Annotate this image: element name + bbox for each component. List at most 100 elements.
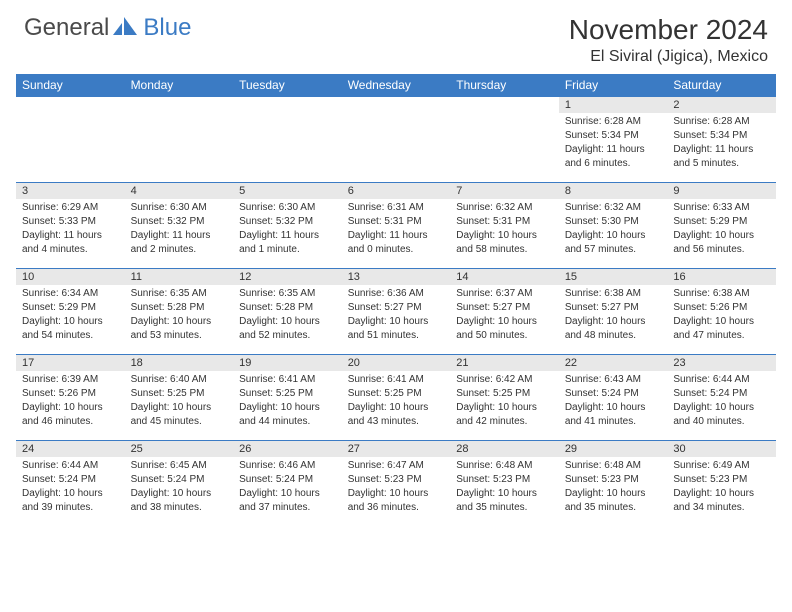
calendar-cell: 4Sunrise: 6:30 AMSunset: 5:32 PMDaylight… — [125, 183, 234, 269]
calendar-week: 1Sunrise: 6:28 AMSunset: 5:34 PMDaylight… — [16, 97, 776, 183]
day-number: 23 — [667, 355, 776, 371]
daylight-text: Daylight: 10 hours and 41 minutes. — [565, 401, 662, 429]
day-number: 1 — [559, 97, 668, 113]
daylight-text: Daylight: 11 hours and 5 minutes. — [673, 143, 770, 171]
sunset-text: Sunset: 5:23 PM — [673, 473, 770, 487]
calendar-cell: 19Sunrise: 6:41 AMSunset: 5:25 PMDayligh… — [233, 355, 342, 441]
calendar-cell: 14Sunrise: 6:37 AMSunset: 5:27 PMDayligh… — [450, 269, 559, 355]
calendar-cell: 25Sunrise: 6:45 AMSunset: 5:24 PMDayligh… — [125, 441, 234, 527]
calendar-cell: 16Sunrise: 6:38 AMSunset: 5:26 PMDayligh… — [667, 269, 776, 355]
daylight-text: Daylight: 10 hours and 54 minutes. — [22, 315, 119, 343]
day-number: 29 — [559, 441, 668, 457]
day-number: 28 — [450, 441, 559, 457]
day-number: 8 — [559, 183, 668, 199]
calendar-cell — [450, 97, 559, 183]
sunset-text: Sunset: 5:30 PM — [565, 215, 662, 229]
sunset-text: Sunset: 5:27 PM — [456, 301, 553, 315]
weekday-header: Saturday — [667, 74, 776, 97]
day-number: 11 — [125, 269, 234, 285]
sunrise-text: Sunrise: 6:35 AM — [239, 287, 336, 301]
daylight-text: Daylight: 10 hours and 51 minutes. — [348, 315, 445, 343]
day-body: Sunrise: 6:35 AMSunset: 5:28 PMDaylight:… — [233, 285, 342, 347]
calendar-cell: 18Sunrise: 6:40 AMSunset: 5:25 PMDayligh… — [125, 355, 234, 441]
weekday-header-row: SundayMondayTuesdayWednesdayThursdayFrid… — [16, 74, 776, 97]
day-number: 21 — [450, 355, 559, 371]
sunset-text: Sunset: 5:23 PM — [348, 473, 445, 487]
day-number: 13 — [342, 269, 451, 285]
calendar-cell: 28Sunrise: 6:48 AMSunset: 5:23 PMDayligh… — [450, 441, 559, 527]
calendar-cell: 9Sunrise: 6:33 AMSunset: 5:29 PMDaylight… — [667, 183, 776, 269]
calendar-cell: 20Sunrise: 6:41 AMSunset: 5:25 PMDayligh… — [342, 355, 451, 441]
logo-text-general: General — [24, 14, 109, 42]
day-number: 25 — [125, 441, 234, 457]
header: General Blue November 2024 El Siviral (J… — [0, 0, 792, 74]
day-number: 12 — [233, 269, 342, 285]
sunset-text: Sunset: 5:27 PM — [565, 301, 662, 315]
sunset-text: Sunset: 5:24 PM — [673, 387, 770, 401]
daylight-text: Daylight: 10 hours and 38 minutes. — [131, 487, 228, 515]
sunrise-text: Sunrise: 6:28 AM — [565, 115, 662, 129]
daylight-text: Daylight: 10 hours and 40 minutes. — [673, 401, 770, 429]
calendar-cell: 8Sunrise: 6:32 AMSunset: 5:30 PMDaylight… — [559, 183, 668, 269]
sunrise-text: Sunrise: 6:32 AM — [456, 201, 553, 215]
daylight-text: Daylight: 10 hours and 45 minutes. — [131, 401, 228, 429]
sunset-text: Sunset: 5:24 PM — [22, 473, 119, 487]
sunset-text: Sunset: 5:25 PM — [348, 387, 445, 401]
calendar-cell: 11Sunrise: 6:35 AMSunset: 5:28 PMDayligh… — [125, 269, 234, 355]
weekday-header: Tuesday — [233, 74, 342, 97]
sunset-text: Sunset: 5:27 PM — [348, 301, 445, 315]
sunset-text: Sunset: 5:32 PM — [239, 215, 336, 229]
logo-sail-icon — [113, 15, 141, 35]
day-number: 22 — [559, 355, 668, 371]
daylight-text: Daylight: 10 hours and 58 minutes. — [456, 229, 553, 257]
sunrise-text: Sunrise: 6:49 AM — [673, 459, 770, 473]
sunrise-text: Sunrise: 6:39 AM — [22, 373, 119, 387]
day-body: Sunrise: 6:32 AMSunset: 5:31 PMDaylight:… — [450, 199, 559, 261]
sunrise-text: Sunrise: 6:30 AM — [239, 201, 336, 215]
sunset-text: Sunset: 5:34 PM — [565, 129, 662, 143]
day-body: Sunrise: 6:36 AMSunset: 5:27 PMDaylight:… — [342, 285, 451, 347]
sunset-text: Sunset: 5:24 PM — [565, 387, 662, 401]
day-body: Sunrise: 6:30 AMSunset: 5:32 PMDaylight:… — [233, 199, 342, 261]
sunrise-text: Sunrise: 6:41 AM — [348, 373, 445, 387]
sunset-text: Sunset: 5:29 PM — [22, 301, 119, 315]
day-number: 27 — [342, 441, 451, 457]
calendar-cell: 15Sunrise: 6:38 AMSunset: 5:27 PMDayligh… — [559, 269, 668, 355]
sunset-text: Sunset: 5:34 PM — [673, 129, 770, 143]
sunset-text: Sunset: 5:24 PM — [239, 473, 336, 487]
day-body: Sunrise: 6:33 AMSunset: 5:29 PMDaylight:… — [667, 199, 776, 261]
sunset-text: Sunset: 5:31 PM — [348, 215, 445, 229]
daylight-text: Daylight: 11 hours and 1 minute. — [239, 229, 336, 257]
sunset-text: Sunset: 5:23 PM — [456, 473, 553, 487]
day-number: 14 — [450, 269, 559, 285]
day-body: Sunrise: 6:48 AMSunset: 5:23 PMDaylight:… — [559, 457, 668, 519]
sunrise-text: Sunrise: 6:40 AM — [131, 373, 228, 387]
sunrise-text: Sunrise: 6:45 AM — [131, 459, 228, 473]
daylight-text: Daylight: 10 hours and 36 minutes. — [348, 487, 445, 515]
sunset-text: Sunset: 5:25 PM — [131, 387, 228, 401]
sunset-text: Sunset: 5:33 PM — [22, 215, 119, 229]
day-body: Sunrise: 6:43 AMSunset: 5:24 PMDaylight:… — [559, 371, 668, 433]
day-body: Sunrise: 6:45 AMSunset: 5:24 PMDaylight:… — [125, 457, 234, 519]
calendar-week: 24Sunrise: 6:44 AMSunset: 5:24 PMDayligh… — [16, 441, 776, 527]
calendar-cell: 3Sunrise: 6:29 AMSunset: 5:33 PMDaylight… — [16, 183, 125, 269]
day-body: Sunrise: 6:49 AMSunset: 5:23 PMDaylight:… — [667, 457, 776, 519]
sunset-text: Sunset: 5:32 PM — [131, 215, 228, 229]
daylight-text: Daylight: 11 hours and 4 minutes. — [22, 229, 119, 257]
day-body: Sunrise: 6:37 AMSunset: 5:27 PMDaylight:… — [450, 285, 559, 347]
calendar-cell: 24Sunrise: 6:44 AMSunset: 5:24 PMDayligh… — [16, 441, 125, 527]
calendar-cell: 17Sunrise: 6:39 AMSunset: 5:26 PMDayligh… — [16, 355, 125, 441]
sunrise-text: Sunrise: 6:28 AM — [673, 115, 770, 129]
daylight-text: Daylight: 11 hours and 2 minutes. — [131, 229, 228, 257]
daylight-text: Daylight: 10 hours and 47 minutes. — [673, 315, 770, 343]
sunrise-text: Sunrise: 6:38 AM — [565, 287, 662, 301]
calendar-week: 10Sunrise: 6:34 AMSunset: 5:29 PMDayligh… — [16, 269, 776, 355]
day-number: 2 — [667, 97, 776, 113]
daylight-text: Daylight: 11 hours and 6 minutes. — [565, 143, 662, 171]
logo-text-blue: Blue — [143, 14, 191, 42]
day-body: Sunrise: 6:40 AMSunset: 5:25 PMDaylight:… — [125, 371, 234, 433]
daylight-text: Daylight: 10 hours and 43 minutes. — [348, 401, 445, 429]
weekday-header: Monday — [125, 74, 234, 97]
day-number: 3 — [16, 183, 125, 199]
sunrise-text: Sunrise: 6:48 AM — [565, 459, 662, 473]
